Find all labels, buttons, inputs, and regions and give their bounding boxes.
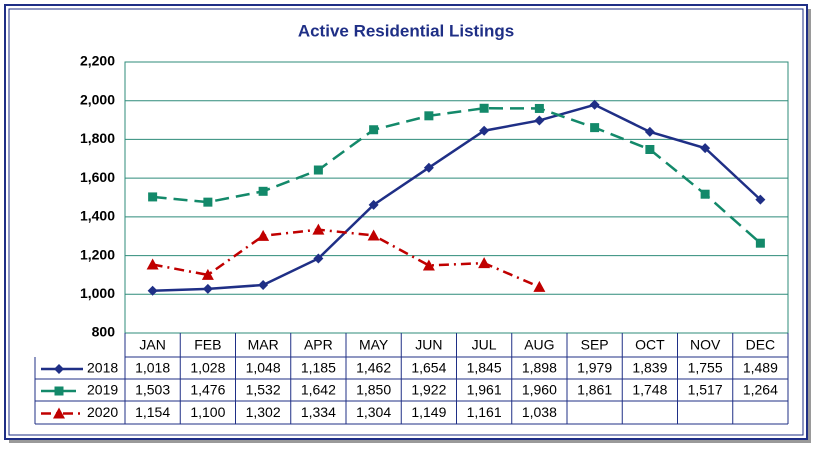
x-tick-label: JUL — [472, 337, 497, 353]
x-tick-label: JAN — [139, 337, 165, 353]
marker — [369, 125, 379, 135]
table-value: 1,334 — [301, 404, 336, 420]
legend-label: 2020 — [87, 404, 118, 420]
series-line — [152, 228, 540, 289]
x-tick-label: FEB — [194, 337, 221, 353]
marker — [424, 111, 434, 121]
chart-title: Active Residential Listings — [298, 21, 514, 40]
marker — [700, 189, 710, 199]
x-tick-label: MAR — [248, 337, 279, 353]
marker — [534, 103, 544, 113]
table-value: 1,185 — [301, 360, 336, 376]
marker — [534, 115, 545, 126]
x-tick-label: OCT — [635, 337, 665, 353]
legend-label: 2018 — [87, 360, 118, 376]
marker — [368, 199, 379, 210]
table-value: 1,845 — [467, 360, 502, 376]
y-tick-label: 1,200 — [80, 246, 115, 262]
frame — [4, 4, 808, 440]
table-value: 1,642 — [301, 382, 336, 398]
marker — [423, 162, 434, 173]
marker — [147, 285, 158, 296]
marker — [479, 125, 490, 136]
table-value: 1,304 — [356, 404, 391, 420]
table-value: 1,748 — [632, 382, 667, 398]
x-tick-label: AUG — [524, 337, 554, 353]
table-value: 1,960 — [522, 382, 557, 398]
marker — [367, 229, 380, 241]
marker — [313, 165, 323, 175]
y-tick-label: 1,600 — [80, 169, 115, 185]
marker — [146, 258, 159, 270]
table-value: 1,979 — [577, 360, 612, 376]
table-value: 1,476 — [190, 382, 225, 398]
table-value: 1,898 — [522, 360, 557, 376]
legend-marker — [53, 407, 65, 419]
table-value: 1,154 — [135, 404, 170, 420]
table-value: 1,302 — [246, 404, 281, 420]
marker — [644, 126, 655, 137]
marker — [755, 238, 765, 248]
frame-inner — [8, 8, 804, 436]
table-value: 1,038 — [522, 404, 557, 420]
series-line — [152, 107, 762, 245]
x-tick-label: MAY — [359, 337, 389, 353]
x-tick-label: DEC — [746, 337, 776, 353]
series-line — [152, 103, 762, 293]
y-tick-label: 2,000 — [80, 91, 115, 107]
table-value: 1,961 — [467, 382, 502, 398]
marker — [700, 143, 711, 154]
table-value: 1,755 — [688, 360, 723, 376]
marker — [258, 186, 268, 196]
x-tick-label: SEP — [581, 337, 609, 353]
table-value: 1,503 — [135, 382, 170, 398]
y-tick-label: 2,200 — [80, 53, 115, 69]
marker — [589, 99, 600, 110]
table-value: 1,149 — [411, 404, 446, 420]
table-value: 1,850 — [356, 382, 391, 398]
y-tick-label: 800 — [92, 324, 116, 340]
table-value: 1,161 — [467, 404, 502, 420]
marker — [478, 257, 491, 269]
marker — [201, 268, 214, 280]
table-value: 1,100 — [190, 404, 225, 420]
marker — [313, 253, 324, 264]
y-tick-label: 1,800 — [80, 130, 115, 146]
table-value: 1,517 — [688, 382, 723, 398]
y-tick-label: 1,000 — [80, 285, 115, 301]
x-tick-label: APR — [304, 337, 333, 353]
marker — [312, 223, 325, 235]
y-tick-label: 1,400 — [80, 208, 115, 224]
table-value: 1,654 — [411, 360, 446, 376]
table-value: 1,028 — [190, 360, 225, 376]
marker — [257, 229, 270, 241]
table-value: 1,048 — [246, 360, 281, 376]
marker — [422, 259, 435, 271]
table-value: 1,462 — [356, 360, 391, 376]
marker — [533, 280, 546, 292]
table-value: 1,922 — [411, 382, 446, 398]
marker — [258, 279, 269, 290]
marker — [203, 197, 213, 207]
marker — [755, 194, 766, 205]
table-value: 1,532 — [246, 382, 281, 398]
legend-marker — [54, 386, 64, 396]
marker — [148, 192, 158, 202]
marker — [645, 144, 655, 154]
legend-label: 2019 — [87, 382, 118, 398]
table-value: 1,839 — [632, 360, 667, 376]
table-value: 1,018 — [135, 360, 170, 376]
table-value: 1,861 — [577, 382, 612, 398]
x-tick-label: JUN — [415, 337, 442, 353]
marker — [202, 283, 213, 294]
marker — [479, 103, 489, 113]
table-value: 1,264 — [743, 382, 778, 398]
table-value: 1,489 — [743, 360, 778, 376]
x-tick-label: NOV — [690, 337, 721, 353]
marker — [590, 123, 600, 133]
legend-marker — [54, 364, 64, 374]
